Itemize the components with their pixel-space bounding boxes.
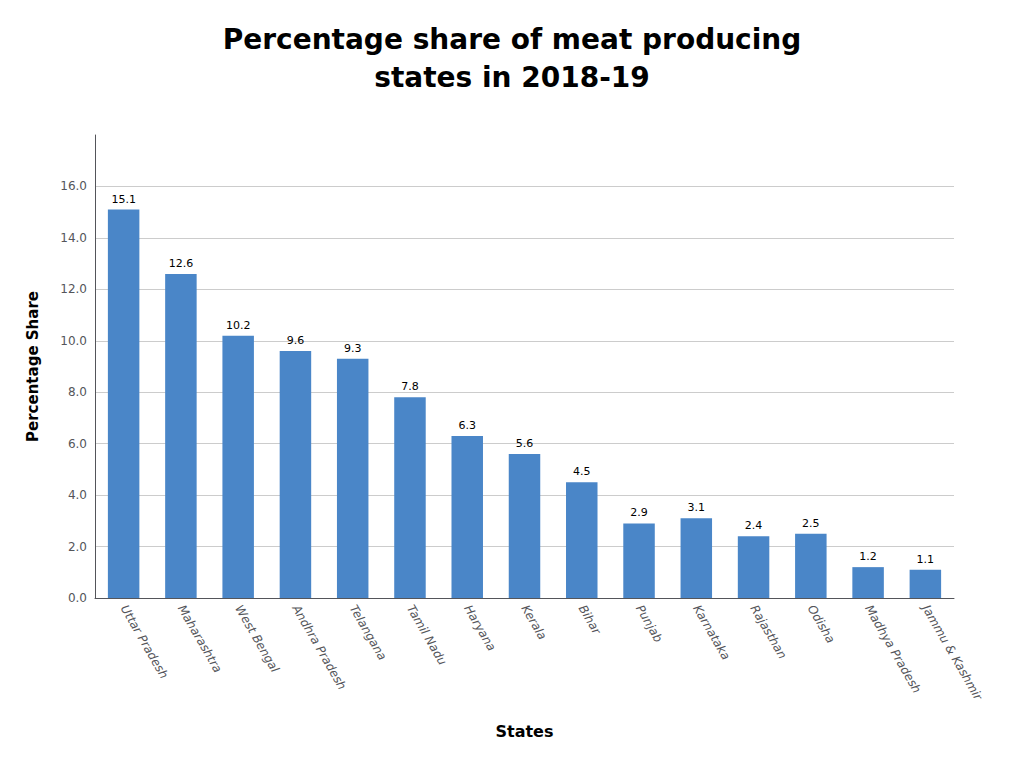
svg-text:Percentage Share: Percentage Share: [24, 291, 42, 442]
svg-text:Bihar: Bihar: [576, 602, 604, 637]
svg-text:2.0: 2.0: [68, 540, 87, 554]
svg-text:9.6: 9.6: [287, 334, 305, 347]
svg-text:2.5: 2.5: [802, 517, 820, 530]
svg-text:6.0: 6.0: [68, 437, 87, 451]
svg-text:10.2: 10.2: [226, 319, 251, 332]
svg-text:0.0: 0.0: [68, 591, 87, 605]
svg-text:14.0: 14.0: [60, 231, 87, 245]
svg-text:Andhra Pradesh: Andhra Pradesh: [289, 602, 349, 692]
svg-text:7.8: 7.8: [401, 380, 419, 393]
svg-text:16.0: 16.0: [60, 179, 87, 193]
svg-text:Tamil Nadu: Tamil Nadu: [404, 602, 450, 667]
svg-text:Madhya Pradesh: Madhya Pradesh: [862, 602, 924, 695]
svg-text:12.0: 12.0: [60, 282, 87, 296]
svg-text:2.9: 2.9: [630, 506, 648, 519]
svg-text:5.6: 5.6: [516, 437, 534, 450]
svg-text:Odisha: Odisha: [805, 602, 838, 645]
svg-text:Telangana: Telangana: [347, 602, 390, 662]
svg-text:12.6: 12.6: [169, 257, 194, 270]
svg-text:2.4: 2.4: [745, 519, 763, 532]
svg-text:4.0: 4.0: [68, 488, 87, 502]
svg-text:6.3: 6.3: [458, 419, 476, 432]
svg-text:9.3: 9.3: [344, 342, 362, 355]
svg-text:Punjab: Punjab: [633, 602, 666, 645]
svg-text:Jammu & Kashmir: Jammu & Kashmir: [918, 601, 985, 704]
svg-text:Karnataka: Karnataka: [690, 602, 733, 662]
svg-text:Kerala: Kerala: [518, 602, 549, 642]
svg-text:8.0: 8.0: [68, 385, 87, 399]
svg-text:10.0: 10.0: [60, 334, 87, 348]
svg-text:4.5: 4.5: [573, 465, 591, 478]
svg-text:Percentage share of meat produ: Percentage share of meat producing: [223, 23, 802, 56]
svg-text:1.2: 1.2: [859, 550, 877, 563]
svg-text:States: States: [496, 722, 554, 741]
svg-text:3.1: 3.1: [688, 501, 706, 514]
svg-text:West Bengal: West Bengal: [232, 602, 282, 675]
svg-text:states in 2018-19: states in 2018-19: [374, 61, 650, 94]
svg-text:15.1: 15.1: [111, 193, 136, 206]
svg-text:Maharashtra: Maharashtra: [175, 602, 225, 675]
svg-text:1.1: 1.1: [917, 553, 935, 566]
svg-text:Haryana: Haryana: [461, 602, 498, 653]
svg-text:Rajasthan: Rajasthan: [748, 602, 790, 661]
svg-text:Uttar Pradesh: Uttar Pradesh: [118, 602, 171, 681]
